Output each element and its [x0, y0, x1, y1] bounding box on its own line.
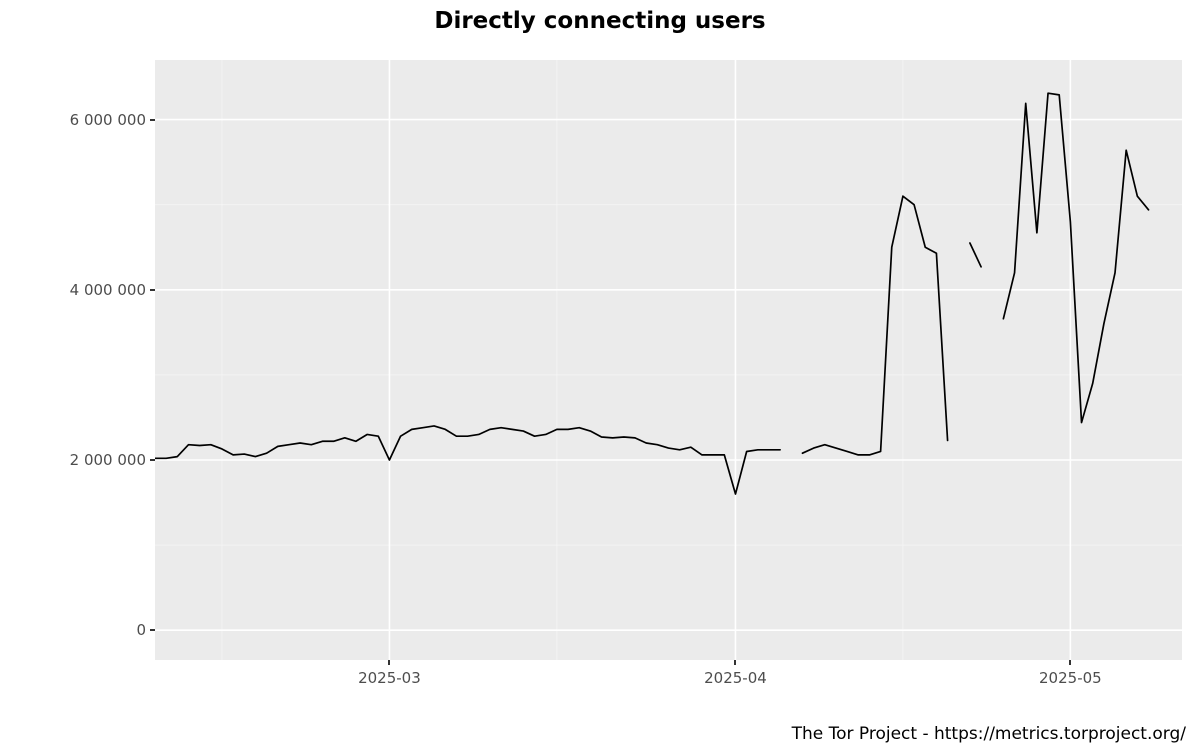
- x-tick-label: 2025-05: [1039, 669, 1102, 687]
- y-tick-mark: [150, 629, 155, 631]
- x-tick-mark: [734, 660, 736, 665]
- y-tick-label: 2 000 000: [70, 451, 146, 469]
- chart-title: Directly connecting users: [0, 8, 1200, 34]
- x-tick-label: 2025-03: [358, 669, 421, 687]
- y-tick-label: 0: [136, 621, 146, 639]
- y-tick-mark: [150, 119, 155, 121]
- x-tick-label: 2025-04: [704, 669, 767, 687]
- y-tick-label: 6 000 000: [70, 111, 146, 129]
- y-tick-mark: [150, 289, 155, 291]
- x-tick-mark: [388, 660, 390, 665]
- x-tick-mark: [1069, 660, 1071, 665]
- line-chart: Directly connecting users The Tor Projec…: [0, 0, 1200, 750]
- y-tick-label: 4 000 000: [70, 281, 146, 299]
- plot-svg: [155, 60, 1182, 660]
- y-tick-mark: [150, 459, 155, 461]
- chart-caption: The Tor Project - https://metrics.torpro…: [792, 724, 1186, 744]
- plot-area: [155, 60, 1182, 660]
